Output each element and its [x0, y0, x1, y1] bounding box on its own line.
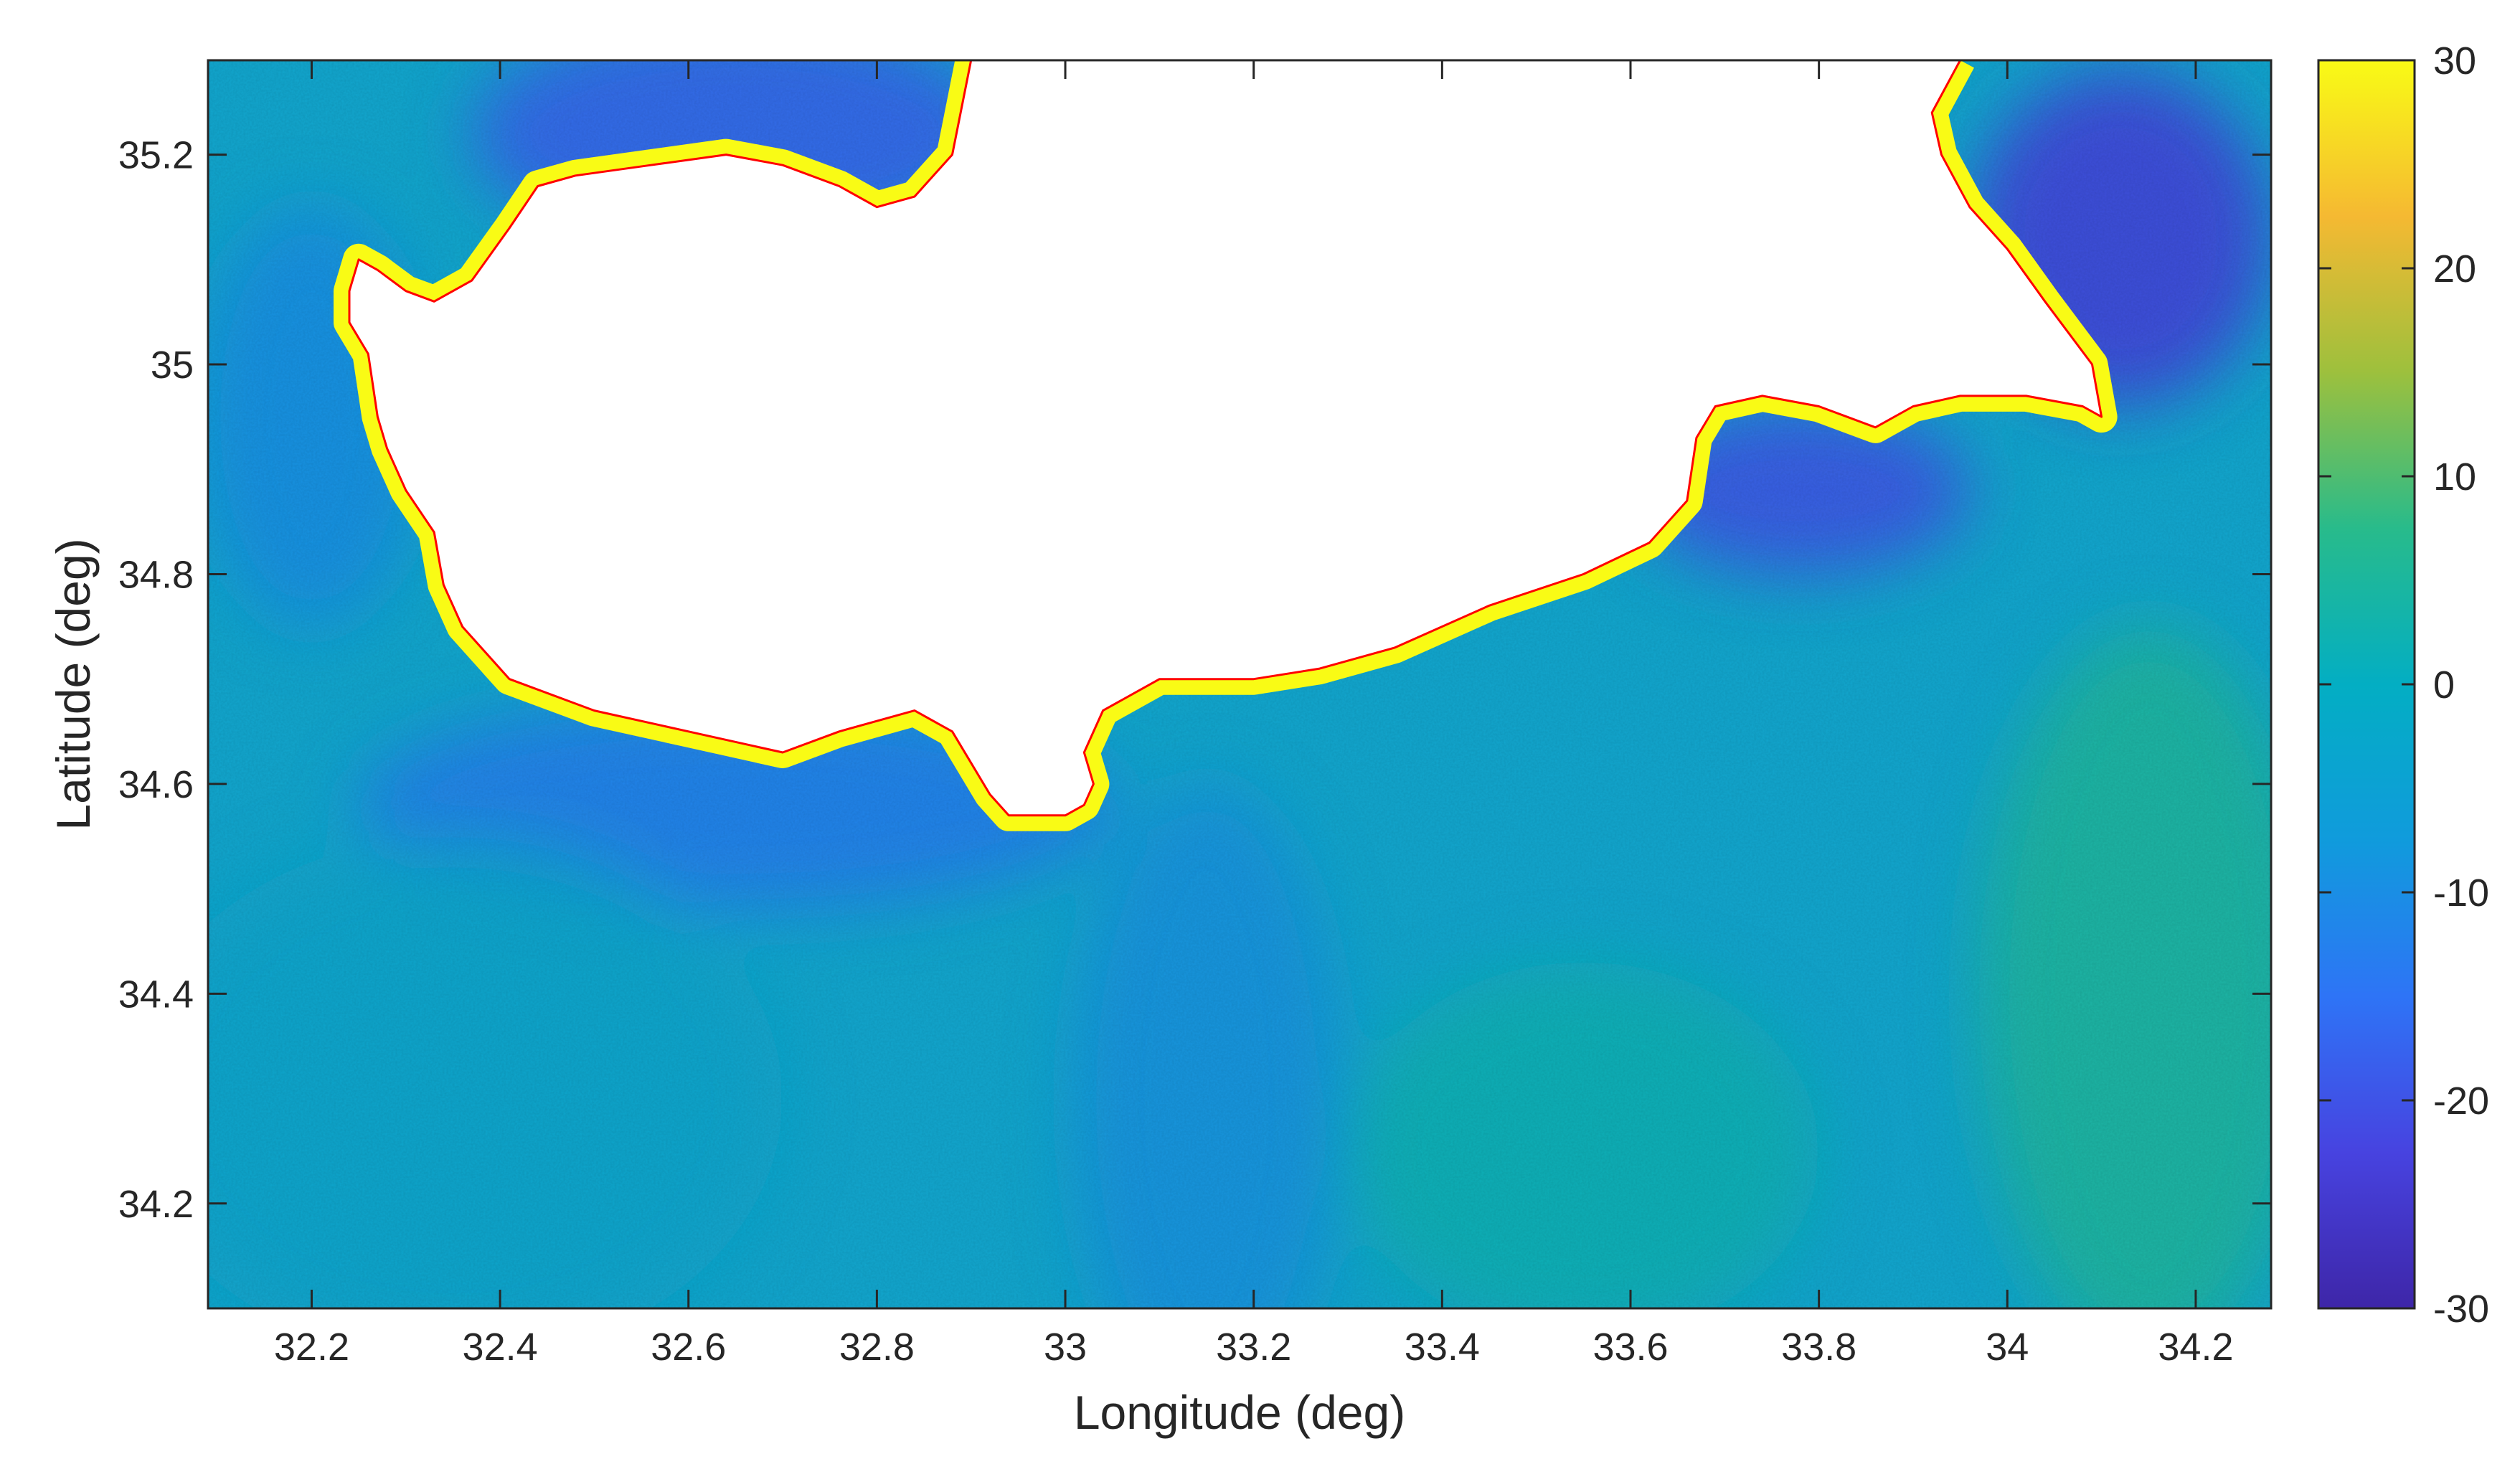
colorbar: 30 20 10 0 -10 -20 -30 [2317, 39, 2489, 1331]
colorbar-tick-label: -30 [2433, 1288, 2489, 1331]
colorbar-tick-label: 30 [2433, 39, 2476, 82]
x-tick-label: 33.8 [1781, 1326, 1856, 1369]
x-tick-label: 33.6 [1592, 1326, 1668, 1369]
coastline [348, 60, 2103, 817]
map-plot-area [208, 60, 2271, 1308]
cyprus-land-interior [349, 60, 2102, 816]
y-tick-label: 35.2 [118, 134, 194, 177]
x-tick-label: 32.6 [651, 1326, 726, 1369]
x-tick-label: 33.2 [1216, 1326, 1291, 1369]
y-tick-label: 34.8 [118, 553, 194, 596]
y-tick-label: 34.6 [118, 763, 194, 806]
colorbar-fill [2318, 60, 2415, 1308]
x-tick-label: 33.4 [1405, 1326, 1480, 1369]
colorbar-tick-label: -20 [2433, 1080, 2489, 1123]
colorbar-tick-label: 10 [2433, 455, 2476, 499]
y-tick-label: 35 [151, 344, 194, 387]
x-tick-label: 32.4 [463, 1326, 538, 1369]
colorbar-tick-label: -10 [2433, 872, 2489, 915]
x-tick-label: 34.2 [2158, 1326, 2233, 1369]
y-tick-label: 34.4 [118, 973, 194, 1016]
y-axis-label: Latitude (deg) [47, 538, 100, 830]
x-axis-ticks: 32.2 32.4 32.6 32.8 33 33.2 33.4 33.6 33.8 34 34.2 [274, 60, 2233, 1369]
colorbar-tick-label: 0 [2433, 663, 2455, 707]
x-tick-label: 32.2 [274, 1326, 349, 1369]
colorbar-tick-label: 20 [2433, 247, 2476, 291]
x-axis-label: Longitude (deg) [1074, 1386, 1405, 1439]
y-tick-label: 34.2 [118, 1183, 194, 1226]
x-tick-label: 32.8 [839, 1326, 915, 1369]
x-tick-label: 34 [1986, 1326, 2029, 1369]
colorbar-ticks: 30 20 10 0 -10 -20 -30 [2318, 39, 2489, 1331]
y-axis-ticks: 34.2 34.4 34.6 34.8 35 35.2 [118, 134, 2271, 1226]
axes-frame [207, 59, 2273, 1310]
x-tick-label: 33 [1044, 1326, 1087, 1369]
